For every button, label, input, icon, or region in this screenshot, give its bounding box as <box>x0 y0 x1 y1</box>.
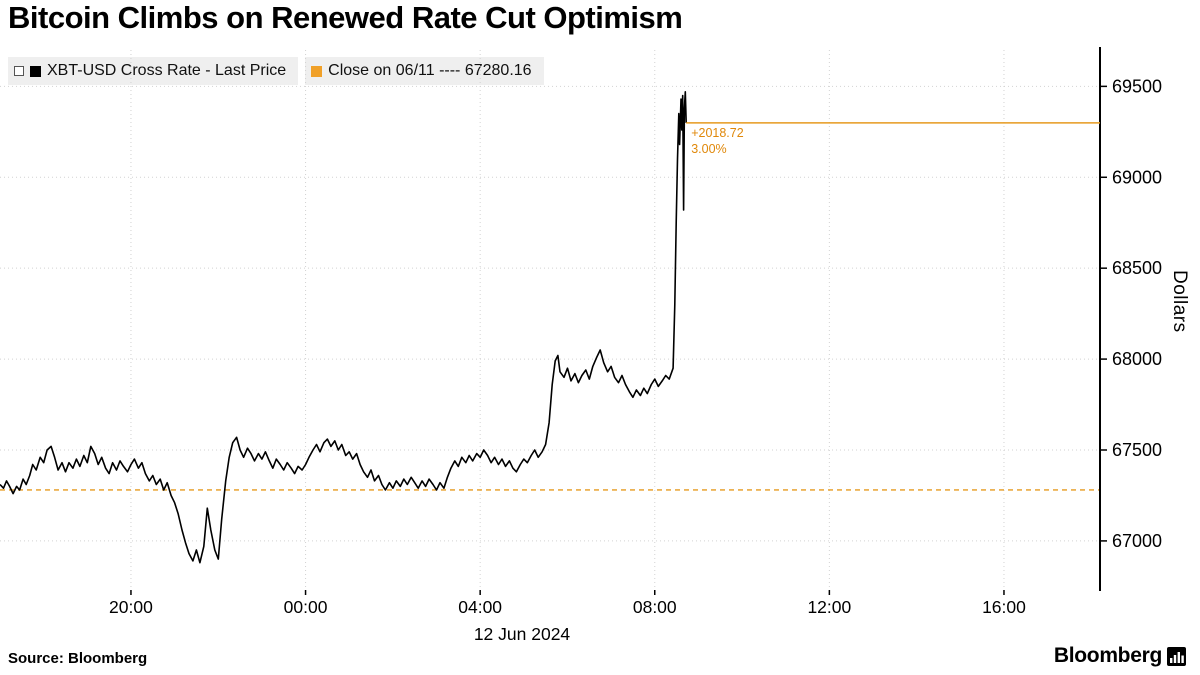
page-title: Bitcoin Climbs on Renewed Rate Cut Optim… <box>8 0 683 35</box>
x-axis-date: 12 Jun 2024 <box>473 624 571 644</box>
svg-text:04:00: 04:00 <box>458 597 502 617</box>
close-swatch-icon <box>311 65 323 77</box>
legend-item-close[interactable]: Close on 06/11 ---- 67280.16 <box>305 57 544 85</box>
svg-text:67000: 67000 <box>1112 531 1162 551</box>
svg-text:69500: 69500 <box>1112 76 1162 96</box>
legend-series-label: XBT-USD Cross Rate - Last Price <box>47 62 287 79</box>
svg-text:3.00%: 3.00% <box>691 142 726 156</box>
legend-item-series[interactable]: XBT-USD Cross Rate - Last Price <box>8 57 299 85</box>
legend-close-label: Close on 06/11 ---- 67280.16 <box>328 62 532 79</box>
svg-text:16:00: 16:00 <box>982 597 1026 617</box>
svg-text:68000: 68000 <box>1112 349 1162 369</box>
svg-text:20:00: 20:00 <box>109 597 153 617</box>
bloomberg-logo-text: Bloomberg <box>1053 644 1162 667</box>
legend: XBT-USD Cross Rate - Last Price Close on… <box>8 57 544 85</box>
svg-text:68500: 68500 <box>1112 258 1162 278</box>
legend-expand-icon <box>14 66 24 76</box>
svg-text:00:00: 00:00 <box>284 597 328 617</box>
svg-text:+2018.72: +2018.72 <box>691 126 744 140</box>
series-swatch-icon <box>30 65 41 77</box>
svg-text:08:00: 08:00 <box>633 597 677 617</box>
svg-text:67500: 67500 <box>1112 440 1162 460</box>
y-axis-title: Dollars <box>1169 270 1190 333</box>
bloomberg-logo: Bloomberg <box>1054 644 1186 668</box>
svg-text:12:00: 12:00 <box>807 597 851 617</box>
svg-text:69000: 69000 <box>1112 167 1162 187</box>
bloomberg-terminal-icon <box>1167 646 1186 666</box>
source-note: Source: Bloomberg <box>8 650 148 667</box>
